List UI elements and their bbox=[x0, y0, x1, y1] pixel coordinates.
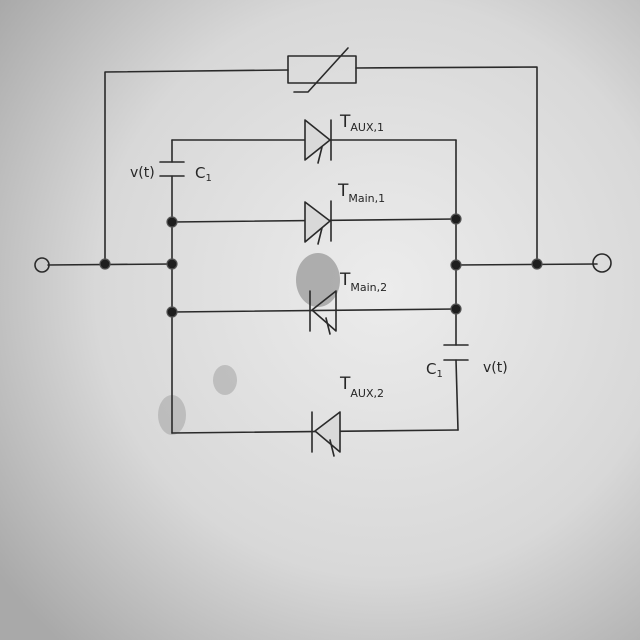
capacitor-left-voltage-label: v(t) bbox=[130, 165, 155, 181]
thyristor-main2 bbox=[309, 290, 337, 335]
junction-dot bbox=[450, 213, 462, 225]
wire-varistor-left bbox=[104, 69, 289, 265]
thyristor-aux1 bbox=[304, 119, 332, 164]
capacitor-right-voltage-label: v(t) bbox=[483, 360, 508, 376]
wire-varistor-right bbox=[355, 66, 538, 265]
junction-dot bbox=[99, 258, 111, 270]
capacitor-left-name-label: C1 bbox=[195, 164, 212, 184]
stain bbox=[213, 365, 237, 395]
input-terminal bbox=[34, 257, 50, 273]
capacitor-right-name-label: C1 bbox=[426, 360, 443, 380]
thyristor-label-main2: TMain,2 bbox=[339, 270, 387, 294]
wire-output bbox=[455, 263, 598, 266]
thyristor-label-aux2: TAUX,2 bbox=[339, 374, 384, 400]
thyristor-label-aux1: TAUX,1 bbox=[339, 112, 384, 134]
wire-main2 bbox=[171, 308, 457, 313]
junction-dot bbox=[166, 306, 178, 318]
thyristor-main1 bbox=[304, 200, 332, 245]
stain bbox=[296, 253, 340, 307]
wire-right-bus-bottom bbox=[455, 359, 459, 431]
junction-dot bbox=[450, 303, 462, 315]
capacitor-right bbox=[443, 344, 469, 361]
capacitor-left bbox=[159, 161, 185, 177]
output-terminal bbox=[592, 253, 612, 273]
varistor bbox=[287, 47, 357, 93]
junction-dot bbox=[166, 216, 178, 228]
junction-dot bbox=[450, 259, 462, 271]
thyristor-label-main1: TMain,1 bbox=[337, 181, 385, 205]
thyristor-aux2 bbox=[311, 411, 341, 457]
junction-dot bbox=[166, 258, 178, 270]
junction-dot bbox=[531, 258, 543, 270]
